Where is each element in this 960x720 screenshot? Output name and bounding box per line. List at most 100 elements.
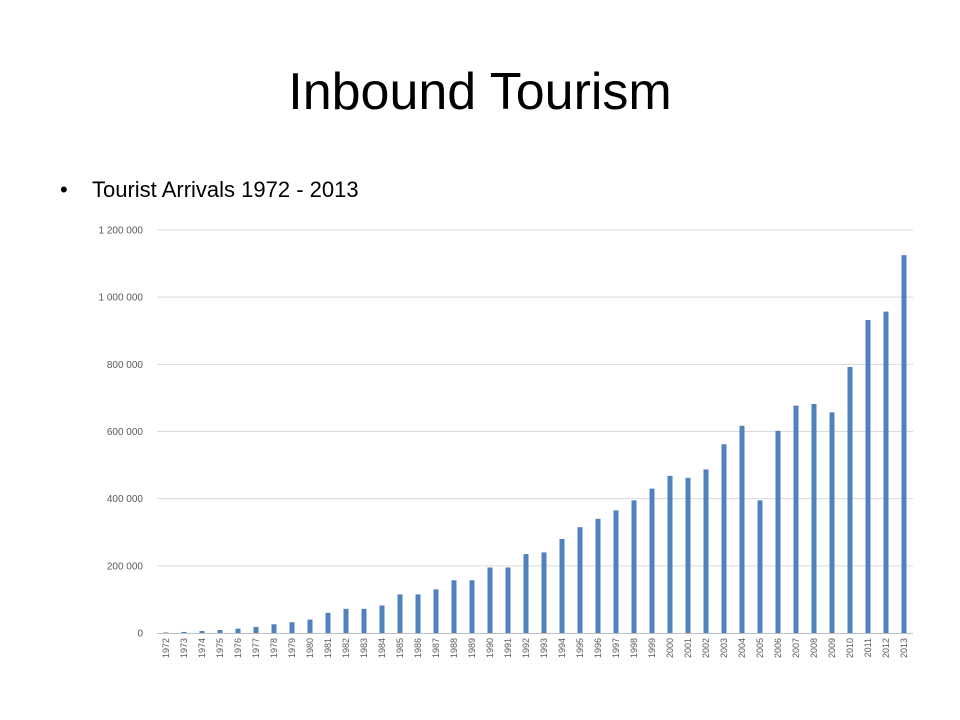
y-tick-label: 400 000	[107, 494, 144, 505]
x-tick-label: 1973	[179, 638, 189, 658]
y-tick-label: 0	[137, 629, 143, 640]
x-tick-label: 1972	[161, 638, 171, 658]
bar-1975	[217, 629, 223, 633]
x-tick-label: 1985	[395, 638, 405, 658]
x-tick-label: 1995	[575, 638, 585, 658]
x-tick-label: 2004	[737, 638, 747, 658]
x-tick-label: 1986	[413, 638, 423, 658]
x-tick-label: 2012	[881, 638, 891, 658]
bar-1983	[361, 608, 367, 633]
x-tick-label: 2002	[701, 638, 711, 658]
x-tick-label: 1976	[233, 638, 243, 658]
bar-1980	[307, 619, 313, 633]
bar-2013	[901, 255, 907, 633]
x-tick-label: 1994	[557, 638, 567, 658]
bar-1994	[559, 538, 565, 633]
y-tick-label: 600 000	[107, 427, 144, 438]
x-tick-label: 2013	[899, 638, 909, 658]
x-tick-label: 2001	[683, 638, 693, 658]
x-tick-label: 2006	[773, 638, 783, 658]
y-axis-tick-labels: 0 200 000 400 000 600 000 800 000 1 000 000 1 …	[99, 226, 144, 640]
bar-2004	[739, 425, 745, 633]
bar-1972	[163, 632, 169, 633]
y-tick-label: 1 000 000	[99, 293, 144, 304]
x-tick-label: 1977	[251, 638, 261, 658]
x-tick-label: 1996	[593, 638, 603, 658]
bar-1986	[415, 594, 421, 633]
x-tick-label: 2008	[809, 638, 819, 658]
bar-1987	[433, 589, 439, 633]
x-tick-label: 1975	[215, 638, 225, 658]
bar-1981	[325, 612, 331, 633]
bar-1979	[289, 622, 295, 633]
bar-1984	[379, 605, 385, 633]
x-tick-label: 2007	[791, 638, 801, 658]
bullet-text: Tourist Arrivals 1972 - 2013	[92, 177, 359, 202]
bar-2003	[721, 444, 727, 633]
x-tick-label: 1992	[521, 638, 531, 658]
bar-1999	[649, 488, 655, 633]
x-tick-label: 1979	[287, 638, 297, 658]
bar-2008	[811, 403, 817, 633]
bar-1978	[271, 624, 277, 633]
chart-bars	[163, 255, 907, 633]
x-axis-tick-labels: 1972 1973 1974 1975 1976 1977 1978 1979 1980 1981…	[161, 638, 909, 658]
bar-1993	[541, 552, 547, 633]
bullet-item: • Tourist Arrivals 1972 - 2013	[60, 172, 359, 208]
y-tick-label: 1 200 000	[99, 226, 144, 237]
bar-2005	[757, 500, 763, 633]
chart-gridlines	[157, 229, 913, 567]
bar-2010	[847, 367, 853, 633]
x-tick-label: 1998	[629, 638, 639, 658]
x-tick-label: 1989	[467, 638, 477, 658]
bar-2002	[703, 469, 709, 633]
bar-1992	[523, 554, 529, 633]
bullet-dot: •	[60, 177, 68, 202]
bar-2007	[793, 405, 799, 633]
bar-2012	[883, 311, 889, 633]
x-tick-label: 1987	[431, 638, 441, 658]
bar-1997	[613, 510, 619, 633]
bar-1973	[181, 631, 187, 633]
bar-2006	[775, 430, 781, 633]
x-tick-label: 1990	[485, 638, 495, 658]
bar-1990	[487, 567, 493, 633]
bar-1991	[505, 567, 511, 633]
x-tick-label: 1997	[611, 638, 621, 658]
x-tick-label: 2003	[719, 638, 729, 658]
x-tick-label: 1991	[503, 638, 513, 658]
x-tick-label: 1983	[359, 638, 369, 658]
x-tick-label: 1988	[449, 638, 459, 658]
x-tick-label: 1993	[539, 638, 549, 658]
bar-1976	[235, 628, 241, 633]
bar-2011	[865, 320, 871, 633]
bar-1985	[397, 594, 403, 633]
bar-2001	[685, 477, 691, 633]
bar-2009	[829, 412, 835, 633]
x-tick-label: 1980	[305, 638, 315, 658]
y-tick-label: 200 000	[107, 561, 144, 572]
x-tick-label: 2009	[827, 638, 837, 658]
bar-1995	[577, 527, 583, 633]
x-tick-label: 1978	[269, 638, 279, 658]
bar-1988	[451, 580, 457, 633]
bar-1996	[595, 518, 601, 633]
bar-1974	[199, 630, 205, 633]
bar-1989	[469, 580, 475, 633]
x-tick-label: 2005	[755, 638, 765, 658]
x-tick-label: 2000	[665, 638, 675, 658]
bar-2000	[667, 475, 673, 633]
bar-1982	[343, 608, 349, 633]
x-tick-label: 2011	[863, 638, 873, 657]
x-tick-label: 1984	[377, 638, 387, 658]
x-tick-label: 1981	[323, 638, 333, 658]
x-tick-label: 2010	[845, 638, 855, 658]
bar-1998	[631, 500, 637, 633]
y-tick-label: 800 000	[107, 360, 144, 371]
x-tick-label: 1974	[197, 638, 207, 658]
slide-title: Inbound Tourism	[288, 63, 672, 121]
bar-1977	[253, 626, 259, 633]
x-tick-label: 1999	[647, 638, 657, 658]
x-tick-label: 1982	[341, 638, 351, 658]
